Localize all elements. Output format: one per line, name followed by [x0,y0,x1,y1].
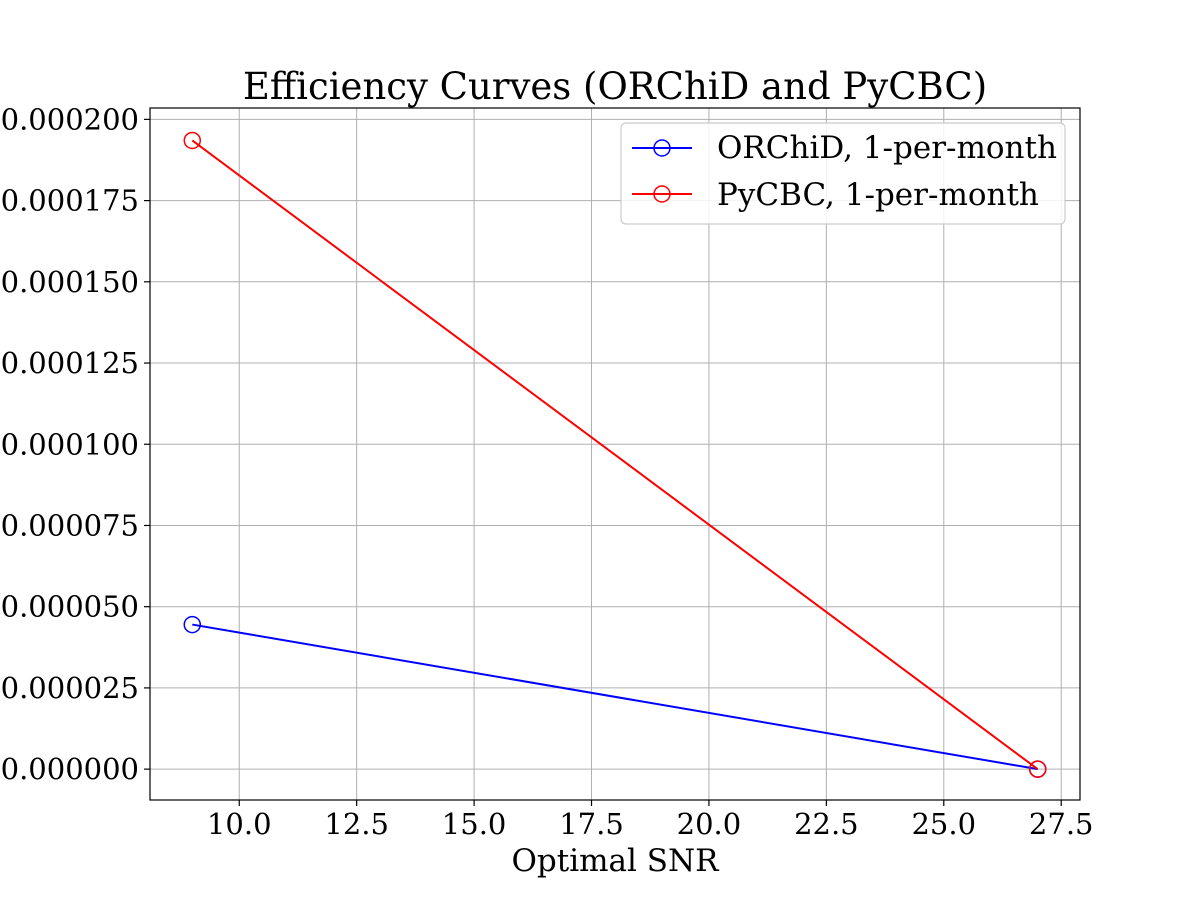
y-tick-label: 0.000125 [1,346,139,380]
x-tick-label: 25.0 [911,807,976,841]
axis-ticks: 10.0 12.5 15.0 17.5 20.0 22.5 25.0 27.5 0.000000… [1,102,1094,841]
y-tick-label: 0.000200 [1,102,139,136]
x-tick-label: 22.5 [794,807,859,841]
y-tick-label: 0.000100 [1,427,139,461]
data-point-marker [183,131,202,150]
x-tick-label: 20.0 [677,807,742,841]
legend-label-pycbc: PyCBC, 1-per-month [717,177,1039,213]
y-tick-label: 0.000075 [1,508,139,542]
x-tick-label: 12.5 [324,807,389,841]
data-point-marker [183,615,202,634]
legend-marker-pycbc [653,185,671,203]
x-tick-label: 15.0 [442,807,507,841]
x-tick-label: 17.5 [559,807,624,841]
legend-label-orchid: ORChiD, 1-per-month [717,130,1057,166]
series-line-0 [192,623,1038,771]
y-tick-label: 0.000025 [1,671,139,705]
x-axis-label: Optimal SNR [512,843,721,879]
x-tick-label: 27.5 [1029,807,1094,841]
y-tick-label: 0.000150 [1,265,139,299]
series-lines [183,131,1047,778]
legend-box [620,122,1066,225]
legend: ORChiD, 1-per-month PyCBC, 1-per-month [620,122,1066,225]
y-tick-label: 0.000050 [1,590,139,624]
chart-title: Efficiency Curves (ORChiD and PyCBC) [243,65,987,108]
legend-marker-orchid [653,139,671,157]
y-tick-label: 0.000175 [1,184,139,218]
x-tick-label: 10.0 [207,807,272,841]
series-line-1 [191,139,1039,770]
data-point-marker [1028,760,1047,778]
y-tick-label: 0.000000 [1,752,139,786]
plot-frame [149,107,1081,801]
